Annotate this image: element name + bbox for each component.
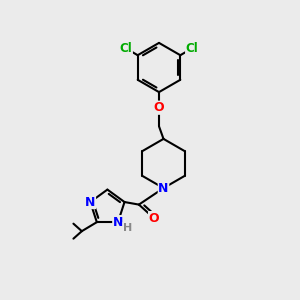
Text: N: N bbox=[85, 196, 95, 208]
Text: N: N bbox=[113, 216, 123, 229]
Text: Cl: Cl bbox=[186, 42, 198, 55]
Text: N: N bbox=[158, 182, 169, 195]
Text: Cl: Cl bbox=[120, 42, 132, 55]
Text: O: O bbox=[148, 212, 159, 225]
Text: O: O bbox=[154, 101, 164, 114]
Text: H: H bbox=[123, 223, 132, 232]
